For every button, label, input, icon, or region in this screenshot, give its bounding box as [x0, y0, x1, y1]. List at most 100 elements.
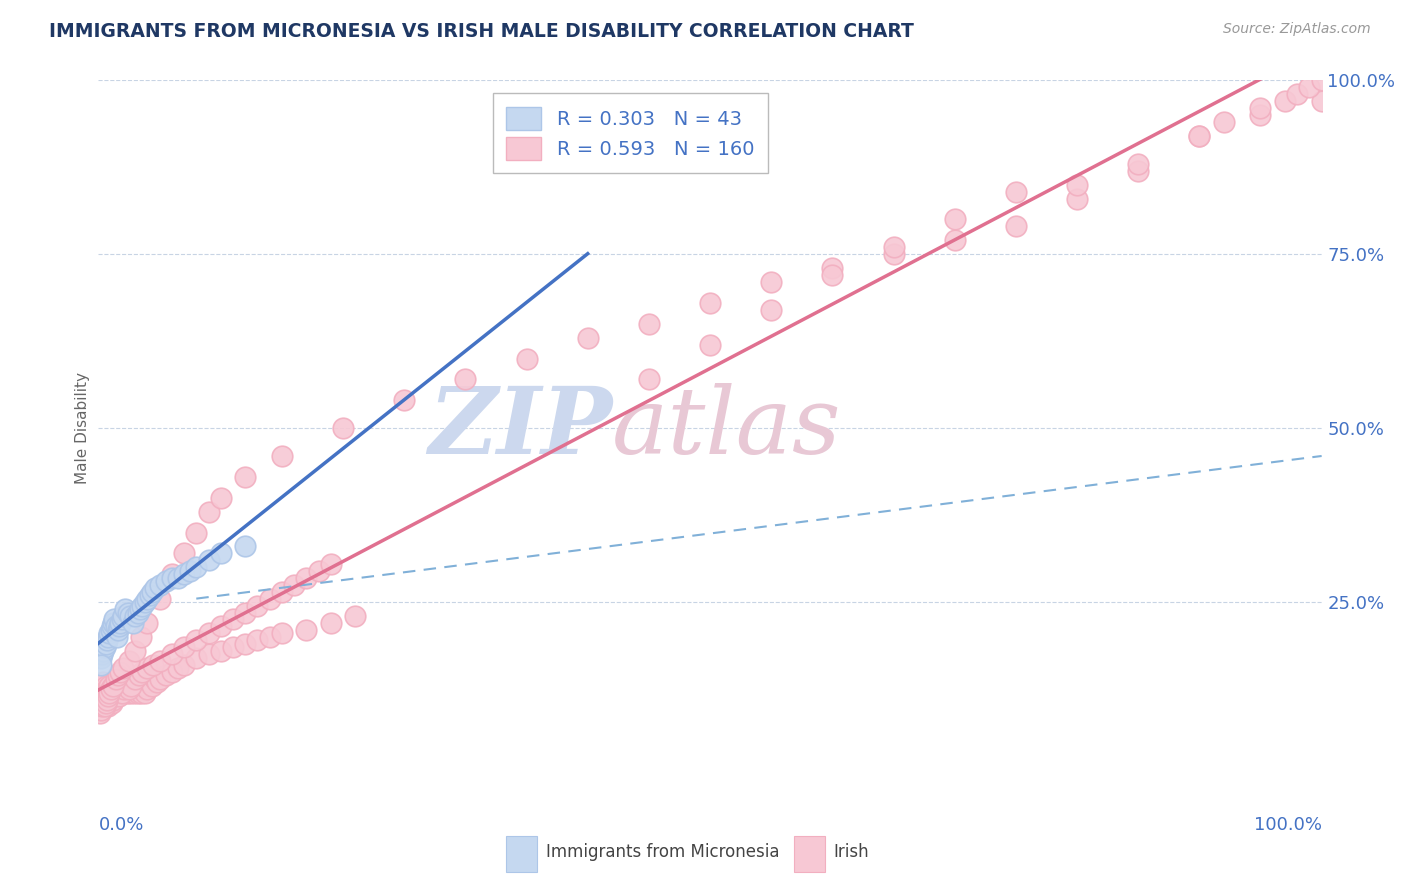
- Point: [124, 679, 146, 693]
- Point: [167, 571, 190, 585]
- Point: [101, 696, 124, 710]
- Point: [344, 609, 367, 624]
- Point: [149, 654, 172, 668]
- Point: [120, 679, 142, 693]
- Point: [117, 679, 139, 693]
- Point: [91, 696, 114, 710]
- Point: [155, 668, 177, 682]
- Point: [103, 681, 125, 696]
- Point: [141, 584, 163, 599]
- Point: [90, 679, 112, 693]
- Legend: R = 0.303   N = 43, R = 0.593   N = 160: R = 0.303 N = 43, R = 0.593 N = 160: [494, 94, 768, 173]
- Point: [141, 679, 163, 693]
- Point: [1212, 115, 1234, 129]
- Point: [94, 696, 117, 710]
- Point: [89, 685, 111, 699]
- Point: [107, 668, 129, 682]
- Point: [143, 672, 166, 686]
- Point: [124, 644, 146, 658]
- Point: [101, 692, 124, 706]
- Point: [89, 696, 111, 710]
- Text: IMMIGRANTS FROM MICRONESIA VS IRISH MALE DISABILITY CORRELATION CHART: IMMIGRANTS FROM MICRONESIA VS IRISH MALE…: [49, 22, 914, 41]
- Point: [139, 588, 162, 602]
- Point: [120, 679, 142, 693]
- Point: [93, 640, 115, 655]
- Point: [105, 685, 128, 699]
- Point: [112, 681, 135, 696]
- Point: [117, 606, 139, 620]
- Point: [173, 567, 195, 582]
- Point: [1310, 94, 1333, 108]
- Point: [233, 540, 256, 554]
- Point: [186, 525, 208, 540]
- Point: [111, 685, 134, 699]
- Point: [118, 681, 141, 696]
- Point: [93, 685, 115, 699]
- Point: [91, 699, 114, 714]
- Point: [136, 591, 159, 606]
- Point: [101, 685, 124, 699]
- Point: [129, 685, 152, 699]
- Point: [259, 591, 281, 606]
- Point: [197, 553, 219, 567]
- Point: [197, 648, 219, 662]
- Point: [108, 689, 131, 703]
- Point: [114, 681, 136, 696]
- Point: [134, 595, 156, 609]
- Point: [1004, 219, 1026, 234]
- Point: [100, 681, 122, 696]
- Point: [124, 609, 146, 624]
- Point: [110, 665, 132, 679]
- Point: [1298, 80, 1320, 95]
- Point: [118, 654, 141, 668]
- Point: [121, 681, 143, 696]
- Point: [96, 689, 118, 703]
- Point: [638, 372, 661, 386]
- Point: [120, 609, 142, 624]
- Point: [104, 619, 127, 633]
- Point: [270, 584, 294, 599]
- Point: [173, 657, 195, 672]
- Point: [883, 240, 905, 254]
- Point: [160, 571, 183, 585]
- Point: [98, 626, 121, 640]
- Point: [295, 623, 318, 637]
- Point: [131, 599, 153, 613]
- Point: [115, 685, 138, 699]
- Point: [98, 696, 121, 710]
- Point: [93, 699, 115, 714]
- Point: [91, 699, 114, 714]
- Point: [97, 689, 120, 703]
- Text: atlas: atlas: [612, 384, 842, 473]
- Point: [699, 337, 721, 351]
- Point: [107, 681, 129, 696]
- Point: [454, 372, 477, 386]
- Point: [209, 644, 232, 658]
- Point: [149, 591, 172, 606]
- Point: [139, 675, 162, 690]
- Point: [98, 685, 121, 699]
- Point: [515, 351, 537, 366]
- Point: [209, 619, 232, 633]
- Point: [173, 546, 195, 560]
- Point: [94, 692, 117, 706]
- Point: [149, 672, 172, 686]
- Point: [270, 449, 294, 463]
- Point: [638, 317, 661, 331]
- Point: [146, 675, 169, 690]
- Point: [90, 650, 112, 665]
- Point: [167, 661, 190, 675]
- Text: ZIP: ZIP: [427, 384, 612, 473]
- Point: [104, 685, 127, 699]
- Point: [105, 679, 128, 693]
- Point: [136, 661, 159, 675]
- Point: [821, 268, 844, 282]
- Point: [1066, 178, 1088, 192]
- Point: [127, 685, 149, 699]
- Point: [143, 581, 166, 595]
- Point: [100, 692, 122, 706]
- Point: [91, 675, 114, 690]
- Point: [1066, 192, 1088, 206]
- Text: Irish: Irish: [834, 843, 869, 861]
- Point: [160, 665, 183, 679]
